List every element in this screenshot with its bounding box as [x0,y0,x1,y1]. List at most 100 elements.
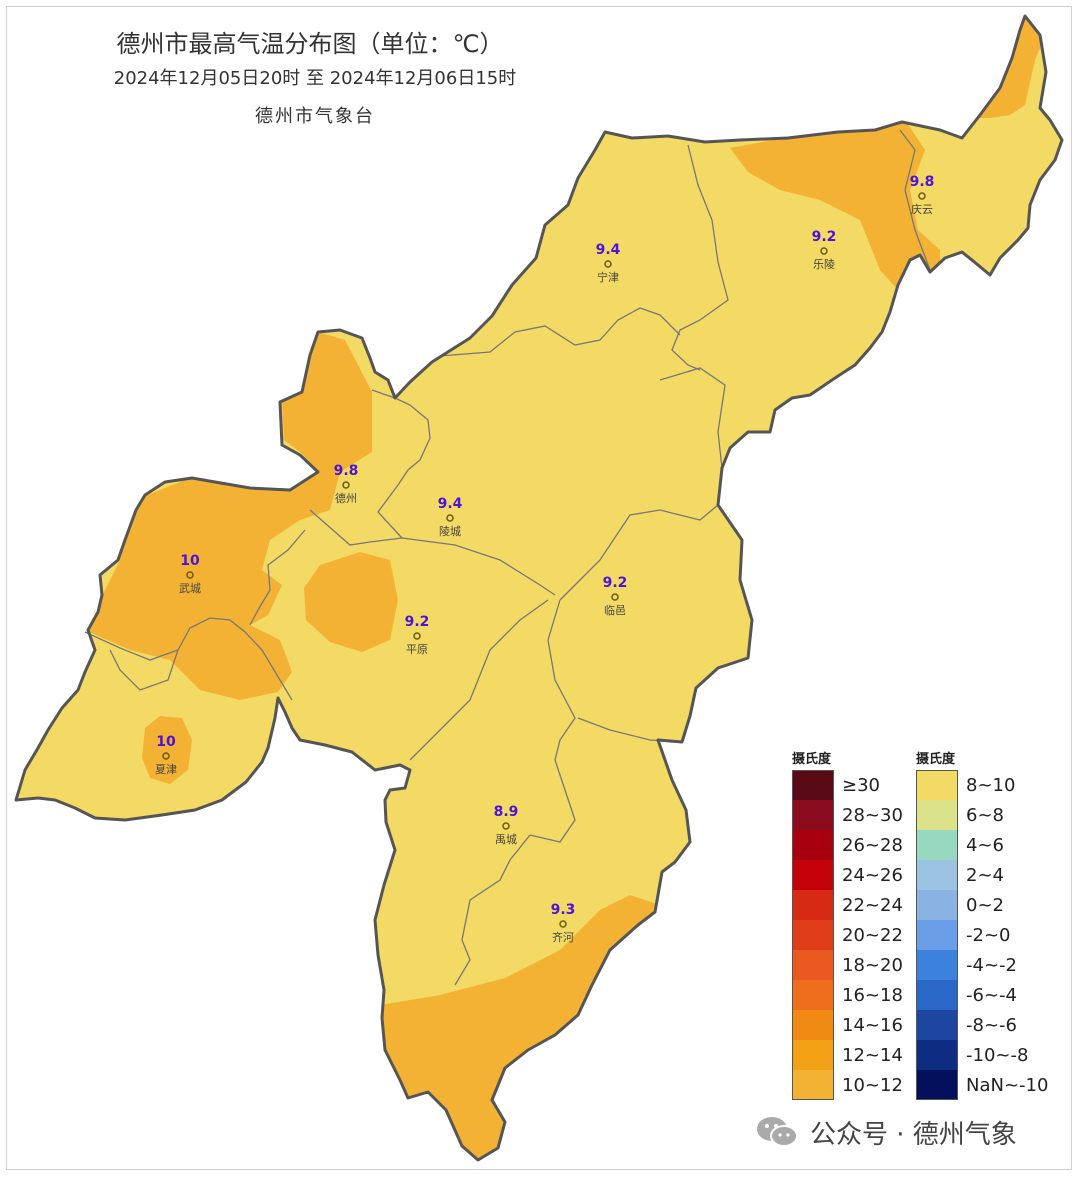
legend-label: 14~16 [842,1014,903,1036]
zone-ne-tip [970,16,1060,118]
station-marker [186,571,194,579]
legend-swatch [792,1010,834,1040]
legend-heading-right: 摄氏度 [916,752,956,767]
station-value: 9.3 [551,902,576,918]
station-name: 平原 [406,643,428,656]
legend-swatch [792,950,834,980]
station-name: 临邑 [604,603,626,617]
zone-10-12 [85,16,1060,1160]
station-value: 10 [180,553,200,569]
station-name: 庆云 [911,202,933,216]
legend-swatch [916,1040,958,1070]
legend-label: 6~8 [966,804,1004,826]
legend-swatch [792,890,834,920]
legend-row: 8~10 [916,770,1048,800]
legend-label: 24~26 [842,864,903,886]
legend-row: 28~30 [792,800,903,830]
legend-row: 6~8 [916,800,1048,830]
station-value: 10 [156,734,176,750]
legend-label: -6~-4 [966,984,1017,1006]
legend-swatch [792,920,834,950]
legend-label: 26~28 [842,834,903,856]
legend-swatch [916,770,958,800]
station-marker [162,752,170,760]
wechat-icon [757,1117,798,1147]
boundary-wucheng-xiajin [84,617,293,701]
station-10: 9.3 齐河 [551,902,576,944]
station-marker [604,260,612,268]
station-value: 9.2 [812,229,837,245]
station-value: 9.8 [910,174,935,190]
legend-cool: 摄氏度 8~10 6~8 4~6 2~4 0~2 -2~0 -4~-2 -6~-4 -8~-6 -… [916,748,1048,1100]
legend-swatch [916,890,958,920]
boundary-yucheng-qihe [454,834,531,986]
station-marker [342,481,350,489]
station-5: 10 武城 [179,553,201,595]
station-marker [502,822,510,830]
legend-label: 2~4 [966,864,1004,886]
legend-label: ≥30 [842,774,880,796]
legend-label: 8~10 [966,774,1016,796]
station-3: 9.8 德州 [334,463,359,505]
station-marker [820,247,828,255]
station-marker [918,192,926,200]
zone-xiajin [142,716,192,784]
legend-label: 20~22 [842,924,903,946]
legend-row: 14~16 [792,1010,903,1040]
legend-swatch [792,770,834,800]
station-6: 9.2 平原 [405,614,430,656]
station-value: 9.2 [405,614,430,630]
legend-row: -2~0 [916,920,1048,950]
boundary-ningjin-south [439,307,681,357]
station-value: 9.4 [596,242,621,258]
station-marker [559,920,567,928]
county-boundaries [84,129,931,986]
legend-row: 20~22 [792,920,903,950]
station-9: 8.9 禹城 [494,804,519,846]
zone-wucheng [85,332,372,700]
station-8: 10 夏津 [155,734,177,776]
legend-row: 10~12 [792,1070,903,1100]
station-name: 夏津 [155,763,177,776]
station-7: 9.2 临邑 [603,575,628,617]
legend-label: 16~18 [842,984,903,1006]
station-name: 齐河 [552,930,574,944]
legend-label: -2~0 [966,924,1011,946]
legend-swatch [916,980,958,1010]
legend-row: 16~18 [792,980,903,1010]
boundary-leling-qingyun [899,129,931,271]
station-marker [413,632,421,640]
legend-swatch [916,950,958,980]
legend-row: ≥30 [792,770,903,800]
legend-label: -10~-8 [966,1044,1029,1066]
zone-pingyuan [304,552,398,652]
legend-swatch [792,980,834,1010]
boundary-lingcheng-linyi [559,367,726,601]
station-marker [446,514,454,522]
stations-layer: 9.4 宁津 9.2 乐陵 9.8 庆云 9.8 德州 9.4 陵城 10 武城 9.2 平原 9.2 临邑 1… [155,174,934,944]
legend-row: -10~-8 [916,1040,1048,1070]
legend-swatch [792,1070,834,1100]
legend-label: 28~30 [842,804,903,826]
legend-label: 4~6 [966,834,1004,856]
station-0: 9.4 宁津 [596,242,621,284]
station-name: 乐陵 [813,258,835,271]
legend-label: NaN~-10 [966,1074,1049,1096]
zone-qihe-south [380,895,660,1160]
legend-label: 22~24 [842,894,903,916]
legend-swatch [792,830,834,860]
station-name: 德州 [335,491,357,505]
station-name: 武城 [179,582,201,595]
legend-cool-rows: 8~10 6~8 4~6 2~4 0~2 -2~0 -4~-2 -6~-4 -8~-6 -10~-… [916,770,1048,1100]
boundary-linyi-yucheng [529,599,576,843]
station-marker [611,593,619,601]
legend-swatch [792,1040,834,1070]
legend-swatch [916,830,958,860]
legend-row: 26~28 [792,830,903,860]
legend-warm: 摄氏度 ≥30 28~30 26~28 24~26 22~24 20~22 18~20 16~… [792,748,903,1100]
legend-row: NaN~-10 [916,1070,1048,1100]
legend-warm-rows: ≥30 28~30 26~28 24~26 22~24 20~22 18~20 16~18 14… [792,770,903,1100]
legend-row: 18~20 [792,950,903,980]
zone-ne-band [730,120,940,290]
